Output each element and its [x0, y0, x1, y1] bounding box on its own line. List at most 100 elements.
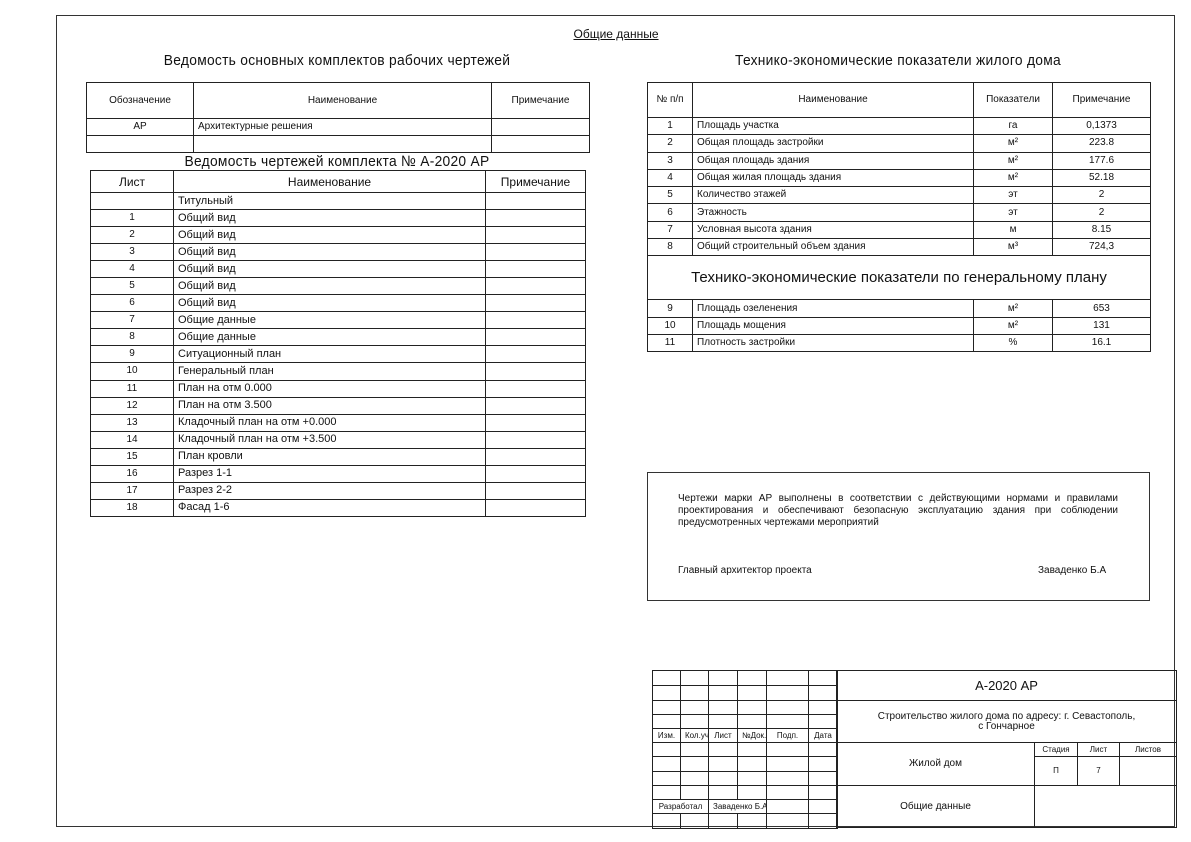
table-row: 13 Кладочный план на отм +0.000 [90, 413, 586, 432]
sheet-name: Общий вид [173, 260, 486, 279]
table-cell: 5 [647, 186, 693, 205]
table-cell: 177.6 [1052, 151, 1151, 170]
sheet-value: 7 [1077, 756, 1120, 786]
sheet-name: Разрез 1-1 [173, 464, 486, 483]
table-cell [708, 714, 738, 729]
sheet-number: 9 [90, 345, 174, 364]
table-cell: Общая жилая площадь здания [692, 168, 974, 188]
table-cell: Общая площадь здания [692, 151, 974, 170]
table-cell: 2 [1052, 186, 1151, 205]
sheet-name: Кладочный план на отм +3.500 [173, 430, 486, 449]
table-cell: эт [973, 186, 1053, 205]
table-cell: 4 [647, 168, 693, 188]
table-row [652, 742, 838, 757]
table-cell: Общая площадь застройки [692, 134, 974, 153]
table-cell: эт [973, 203, 1053, 222]
table-row: 6 Общий вид [90, 294, 586, 313]
column-header: Примечание [491, 82, 590, 119]
table-cell [652, 670, 681, 686]
note-cell [485, 191, 586, 211]
note-cell [485, 209, 586, 228]
sheet-number: 14 [90, 430, 174, 449]
table-row: 8 Общие данные [90, 328, 586, 347]
note-cell [485, 311, 586, 330]
column-header: Дата [808, 728, 838, 743]
table-cell [680, 700, 709, 715]
note-cell [485, 413, 586, 432]
table-cell [708, 670, 738, 686]
table-cell [766, 799, 809, 814]
table-cell: Архитектурные решения [193, 118, 492, 136]
table-cell: 6 [647, 203, 693, 222]
table-cell [766, 785, 809, 800]
note-cell [485, 226, 586, 245]
note-cell [485, 294, 586, 313]
table-cell: 2 [1052, 203, 1151, 222]
sheet-number: 1 [90, 209, 174, 228]
table-row: 4 Общий вид [90, 260, 586, 279]
table-cell [652, 813, 681, 829]
sheet-number: 12 [90, 396, 174, 415]
table-row: 2 Общая площадь застройки м² 223.8 [647, 134, 1151, 153]
table-cell: 16.1 [1052, 333, 1151, 353]
table-row: 11 План на отм 0.000 [90, 379, 586, 398]
table-cell: 223.8 [1052, 134, 1151, 153]
sheet-name: Общий вид [173, 277, 486, 296]
table-cell [86, 135, 194, 153]
table-cell [737, 714, 767, 729]
table-cell: АР [86, 118, 194, 136]
stage-value: П [1034, 756, 1078, 786]
table-cell [491, 118, 590, 136]
sheet-name: Титульный [173, 191, 486, 211]
sheet-name: Общие данные [173, 328, 486, 347]
table-cell: м² [973, 168, 1053, 188]
table-cell [652, 771, 681, 786]
table-cell [680, 785, 709, 800]
table-cell: м² [973, 316, 1053, 335]
note-cell [485, 396, 586, 415]
sheets-value [1119, 756, 1177, 786]
table-cell [708, 771, 738, 786]
sheet-name: Общий вид [173, 226, 486, 245]
sheet-number: 6 [90, 294, 174, 313]
table-row: 12 План на отм 3.500 [90, 396, 586, 415]
developed-label: Разработал [652, 799, 709, 814]
table-cell [652, 714, 681, 729]
note-cell [485, 362, 586, 381]
table-cell [680, 714, 709, 729]
table-cell: м² [973, 299, 1053, 318]
table-cell [680, 670, 709, 686]
sheet-number: 11 [90, 379, 174, 398]
table-cell: 1 [647, 116, 693, 136]
table-cell: Площадь мощения [692, 316, 974, 335]
column-header: Наименование [692, 82, 974, 118]
subtitle-row: Технико-экономические показатели по гене… [647, 255, 1151, 301]
table-cell [808, 742, 838, 757]
table-row: 10 Площадь мощения м² 131 [647, 316, 1151, 335]
sheet-number: 17 [90, 481, 174, 500]
table-row: 8 Общий строительный объем здания м³ 724,3 [647, 238, 1151, 257]
table-cell [766, 756, 809, 772]
table-cell: Количество этажей [692, 186, 974, 205]
table-cell [708, 785, 738, 800]
sheet-number: 8 [90, 328, 174, 347]
tep-subtitle: Технико-экономические показатели по гене… [647, 255, 1151, 301]
sheet-number: 15 [90, 447, 174, 466]
table-cell: м [973, 220, 1053, 240]
sheet-number: 3 [90, 243, 174, 262]
sheet-number: 4 [90, 260, 174, 279]
table-cell [491, 135, 590, 153]
vedomost-main-table: Обозначение Наименование Примечание АР Архит… [86, 82, 590, 153]
table-row: 9 Ситуационный план [90, 345, 586, 364]
project-code: А-2020 АР [836, 670, 1177, 701]
note-cell [485, 464, 586, 483]
drawing-frame [56, 15, 1175, 827]
table-cell: м² [973, 134, 1053, 153]
table-cell [766, 742, 809, 757]
table-cell [737, 670, 767, 686]
table-row: 6 Этажность эт 2 [647, 203, 1151, 222]
sheet-name: Кладочный план на отм +0.000 [173, 413, 486, 432]
table-cell [766, 670, 809, 686]
table-row: АР Архитектурные решения [86, 118, 590, 136]
table-cell: Плотность застройки [692, 333, 974, 353]
